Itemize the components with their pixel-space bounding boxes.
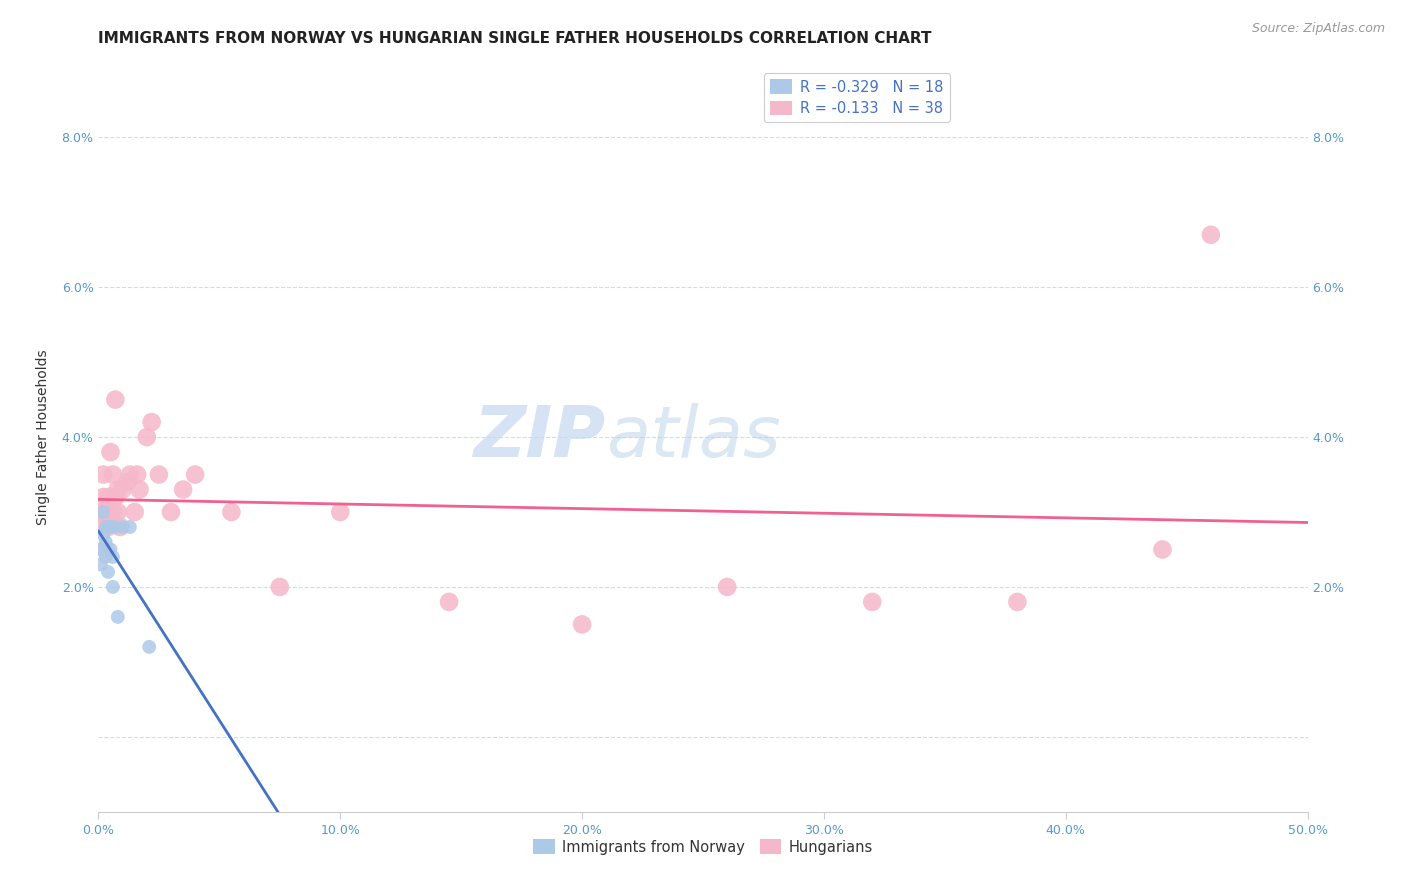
Point [111,520,134,534]
Text: atlas: atlas [606,402,780,472]
Point [571,617,593,632]
Point [1007,595,1029,609]
Point [138,640,160,654]
Point [135,430,157,444]
Point [160,505,183,519]
Point [91,527,114,541]
Point [124,505,146,519]
Point [108,520,131,534]
Point [100,445,122,459]
Point [101,549,124,564]
Point [148,467,170,482]
Point [437,595,460,609]
Point [118,467,141,482]
Point [100,520,122,534]
Point [128,483,150,497]
Point [91,467,114,482]
Point [141,415,163,429]
Point [90,558,112,572]
Point [716,580,738,594]
Point [97,565,120,579]
Point [91,490,114,504]
Point [94,505,117,519]
Point [118,520,141,534]
Point [111,483,134,497]
Point [329,505,352,519]
Point [94,535,117,549]
Point [107,483,129,497]
Point [100,542,122,557]
Point [101,505,124,519]
Point [104,490,127,504]
Point [184,467,207,482]
Point [127,467,149,482]
Point [101,580,124,594]
Text: ZIP: ZIP [474,402,606,472]
Point [94,542,117,557]
Point [90,505,112,519]
Point [117,475,139,489]
Text: IMMIGRANTS FROM NORWAY VS HUNGARIAN SINGLE FATHER HOUSEHOLDS CORRELATION CHART: IMMIGRANTS FROM NORWAY VS HUNGARIAN SING… [98,31,932,46]
Point [221,505,243,519]
Point [107,610,129,624]
Point [860,595,883,609]
Point [94,549,117,564]
Point [90,520,112,534]
Point [1199,227,1222,242]
Legend: Immigrants from Norway, Hungarians: Immigrants from Norway, Hungarians [527,833,879,861]
Y-axis label: Single Father Households: Single Father Households [37,350,51,524]
Point [1152,542,1174,557]
Point [172,483,194,497]
Point [269,580,291,594]
Point [107,505,129,519]
Point [104,520,127,534]
Point [97,520,120,534]
Point [91,505,114,519]
Point [101,467,124,482]
Text: Source: ZipAtlas.com: Source: ZipAtlas.com [1251,22,1385,36]
Point [104,392,127,407]
Point [97,490,120,504]
Point [90,542,112,557]
Point [97,520,120,534]
Point [94,520,117,534]
